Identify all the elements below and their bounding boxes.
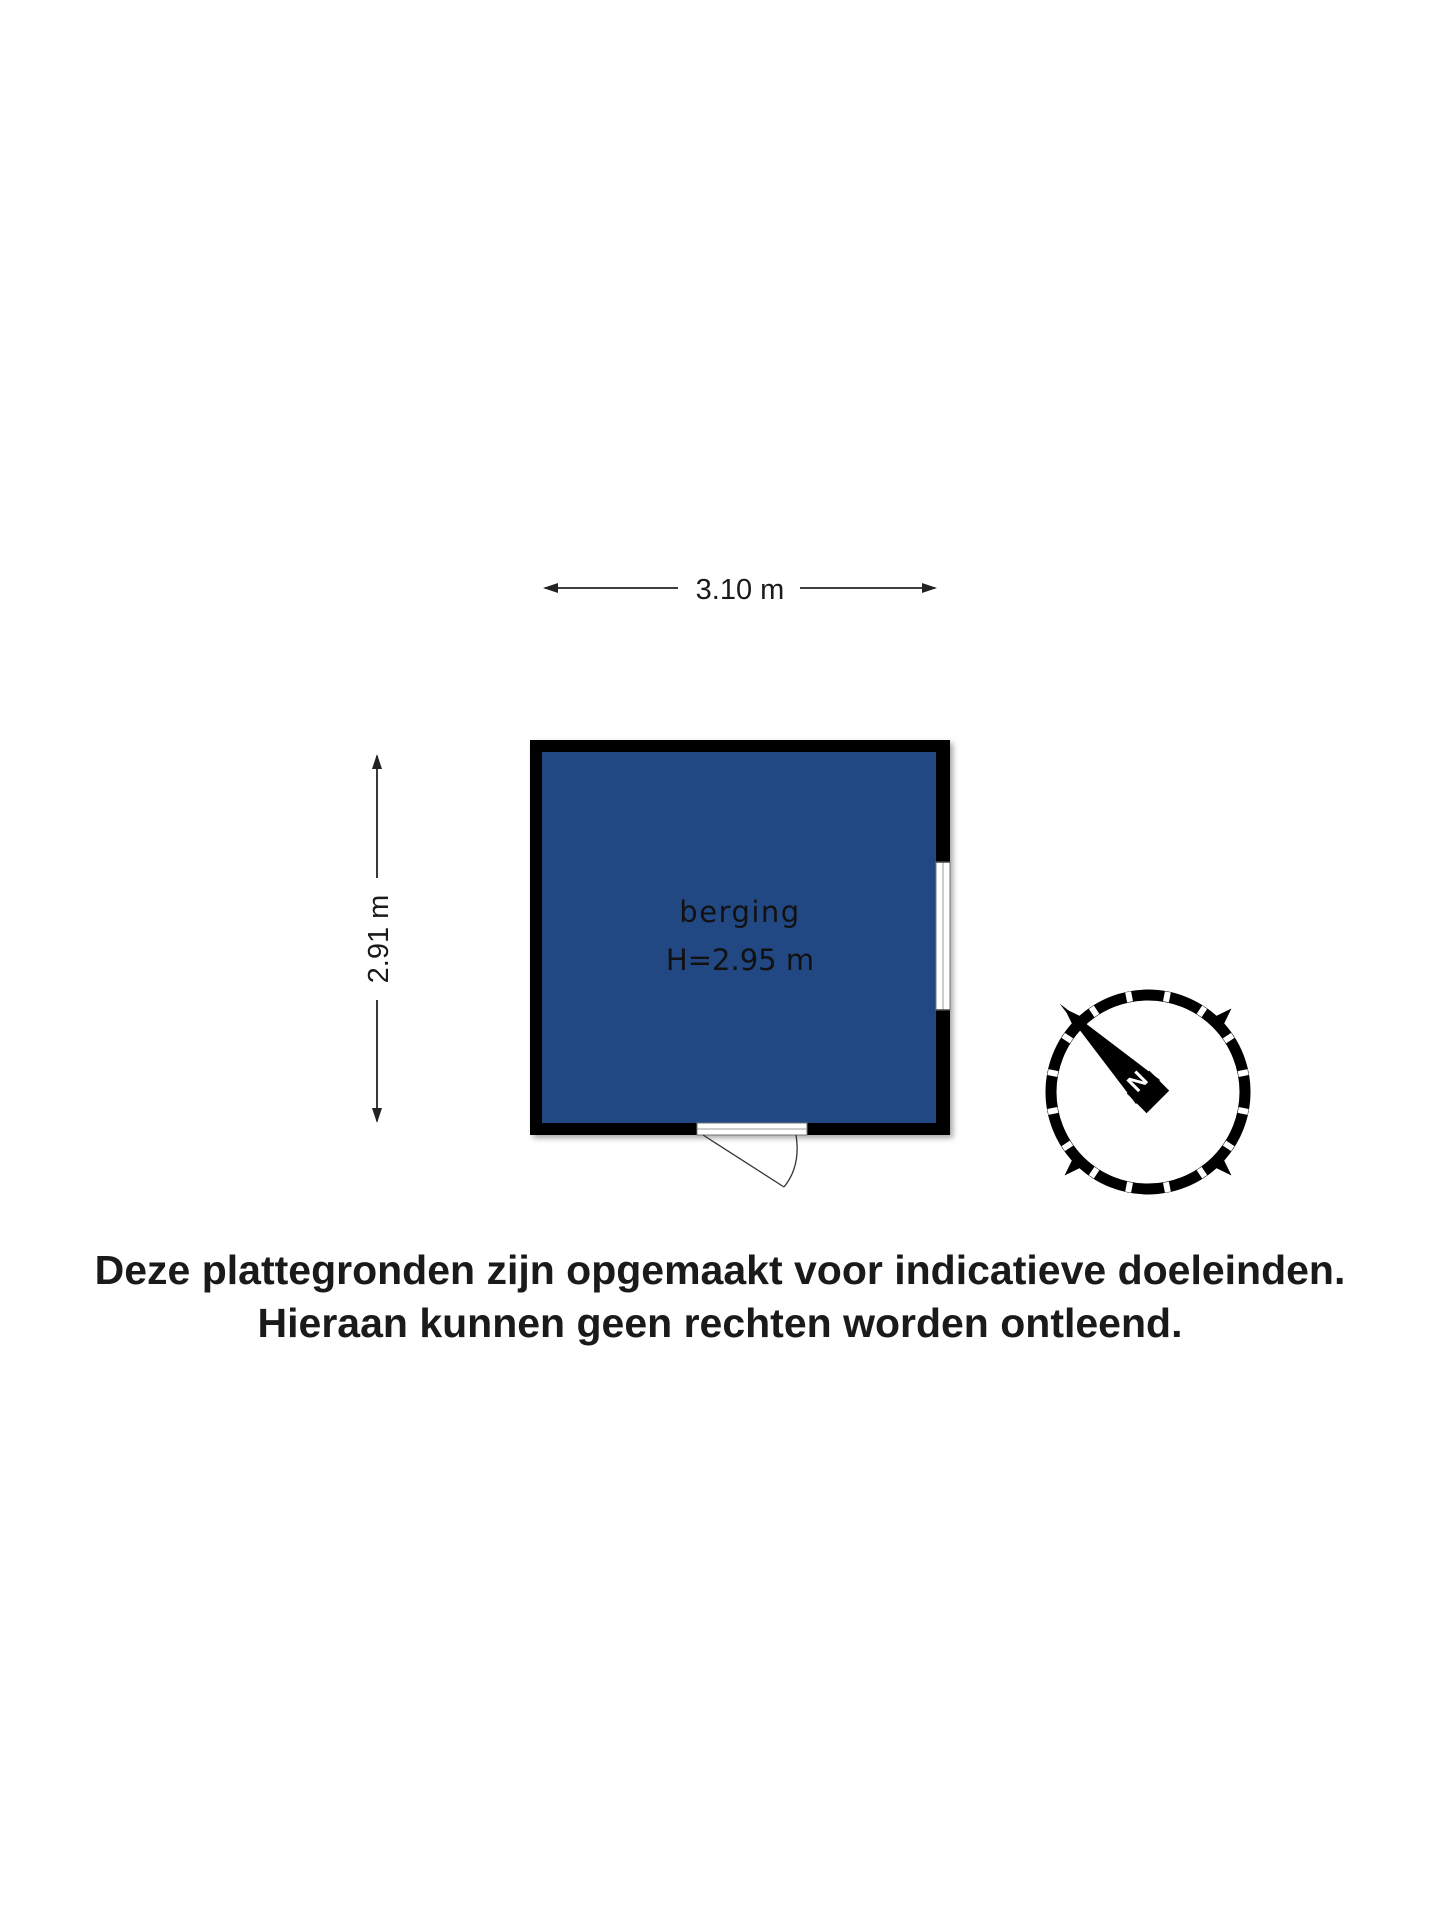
compass-tick: [1237, 1069, 1249, 1077]
door: [696, 1122, 808, 1188]
disclaimer-line-2: Hieraan kunnen geen rechten worden ontle…: [257, 1300, 1183, 1346]
room-ceiling-height: H=2.95 m: [666, 943, 814, 977]
compass-spike: [1206, 1008, 1232, 1034]
compass-tick: [1061, 1032, 1074, 1044]
compass-tick: [1125, 1181, 1133, 1193]
room-berging: berging H=2.95 m: [530, 740, 951, 1188]
compass-tick: [1125, 991, 1133, 1003]
compass-tick: [1196, 1005, 1208, 1018]
compass-tick: [1222, 1140, 1235, 1152]
compass-spike: [1206, 1150, 1232, 1176]
compass-tick: [1061, 1140, 1074, 1152]
width-label: 3.10 m: [696, 574, 785, 606]
compass: N: [1045, 989, 1251, 1195]
room-floor: [542, 752, 936, 1123]
compass-tick: [1222, 1032, 1235, 1044]
north-needle-icon: [1059, 1003, 1170, 1114]
compass-tick: [1163, 1181, 1171, 1193]
room-name: berging: [679, 895, 800, 929]
arrow-down-icon: [372, 1108, 382, 1123]
compass-tick: [1088, 1166, 1100, 1179]
arrow-right-icon: [922, 583, 937, 593]
arrow-up-icon: [372, 754, 382, 769]
compass-tick: [1047, 1107, 1059, 1115]
compass-tick: [1047, 1069, 1059, 1077]
height-dimension: 2.91 m: [363, 754, 395, 1123]
disclaimer-line-1: Deze plattegronden zijn opgemaakt voor i…: [94, 1247, 1346, 1293]
compass-tick: [1196, 1166, 1208, 1179]
compass-tick: [1088, 1005, 1100, 1018]
arrow-left-icon: [543, 583, 558, 593]
compass-ticks: [1047, 991, 1249, 1193]
width-dimension: 3.10 m: [543, 574, 937, 606]
window: [935, 861, 951, 1011]
compass-spike: [1064, 1150, 1090, 1176]
height-label: 2.91 m: [363, 895, 395, 984]
compass-tick: [1163, 991, 1171, 1003]
compass-tick: [1237, 1107, 1249, 1115]
